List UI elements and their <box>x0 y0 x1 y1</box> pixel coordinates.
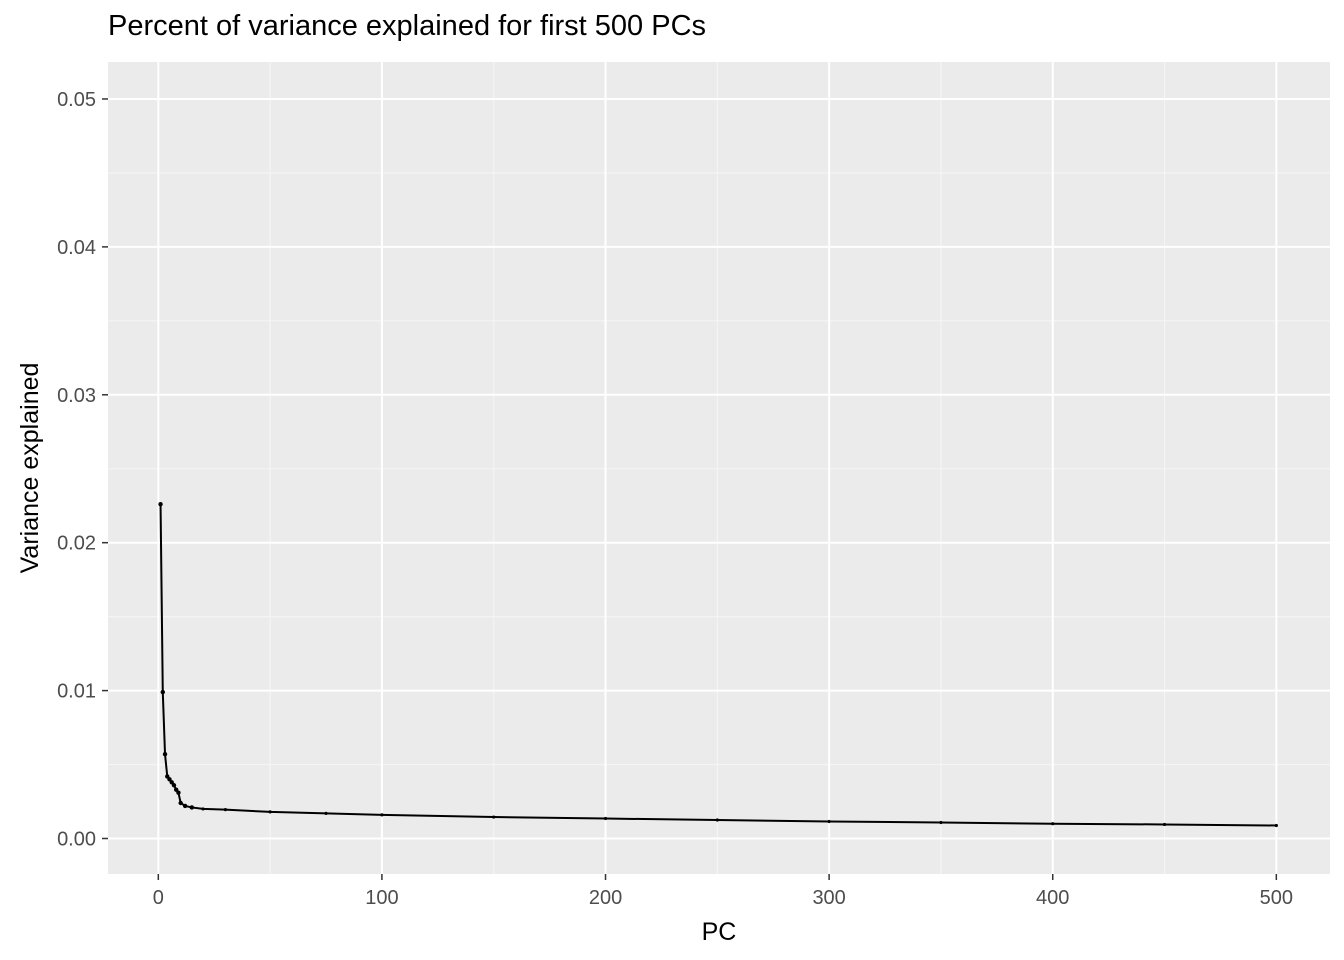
y-axis-label: Variance explained <box>16 363 44 574</box>
data-point <box>1274 823 1278 828</box>
x-tick-label: 500 <box>1260 887 1293 909</box>
data-point <box>201 807 205 811</box>
y-tick-label: 0.04 <box>57 237 96 259</box>
y-axis-ticks: 0.00 0.01 0.02 0.03 0.04 0.05 <box>57 89 108 851</box>
x-tick-label: 300 <box>812 887 845 909</box>
data-point <box>176 790 181 795</box>
x-axis-label: PC <box>702 918 737 946</box>
data-point <box>160 689 165 695</box>
data-point <box>162 751 168 757</box>
x-tick-label: 0 <box>153 887 164 909</box>
plot-panel <box>108 62 1330 874</box>
data-point <box>182 803 188 809</box>
y-tick-label: 0.02 <box>57 533 96 555</box>
data-point <box>268 810 272 814</box>
data-point <box>715 818 719 822</box>
data-point <box>1162 822 1167 827</box>
data-point <box>827 819 831 824</box>
y-tick-label: 0.05 <box>57 89 96 111</box>
y-tick-label: 0.00 <box>57 829 96 851</box>
data-point <box>189 805 195 810</box>
x-tick-label: 100 <box>365 887 398 909</box>
data-point <box>223 808 227 812</box>
x-axis-ticks: 0 100 200 300 400 500 <box>153 874 1293 909</box>
major-gridlines <box>108 62 1330 874</box>
data-point <box>158 502 163 507</box>
minor-gridlines <box>108 62 1330 874</box>
y-tick-label: 0.03 <box>57 385 96 407</box>
x-tick-label: 400 <box>1036 887 1069 909</box>
data-point <box>178 800 183 806</box>
data-point <box>1051 822 1055 826</box>
data-point <box>171 783 177 788</box>
data-point <box>939 820 943 825</box>
data-point <box>492 815 496 819</box>
series-layer <box>158 502 1278 828</box>
data-point <box>380 813 384 817</box>
chart-title: Percent of variance explained for first … <box>108 10 707 42</box>
data-point <box>324 811 328 815</box>
data-point <box>603 816 608 821</box>
y-tick-label: 0.01 <box>57 681 96 703</box>
x-tick-label: 200 <box>589 887 622 909</box>
